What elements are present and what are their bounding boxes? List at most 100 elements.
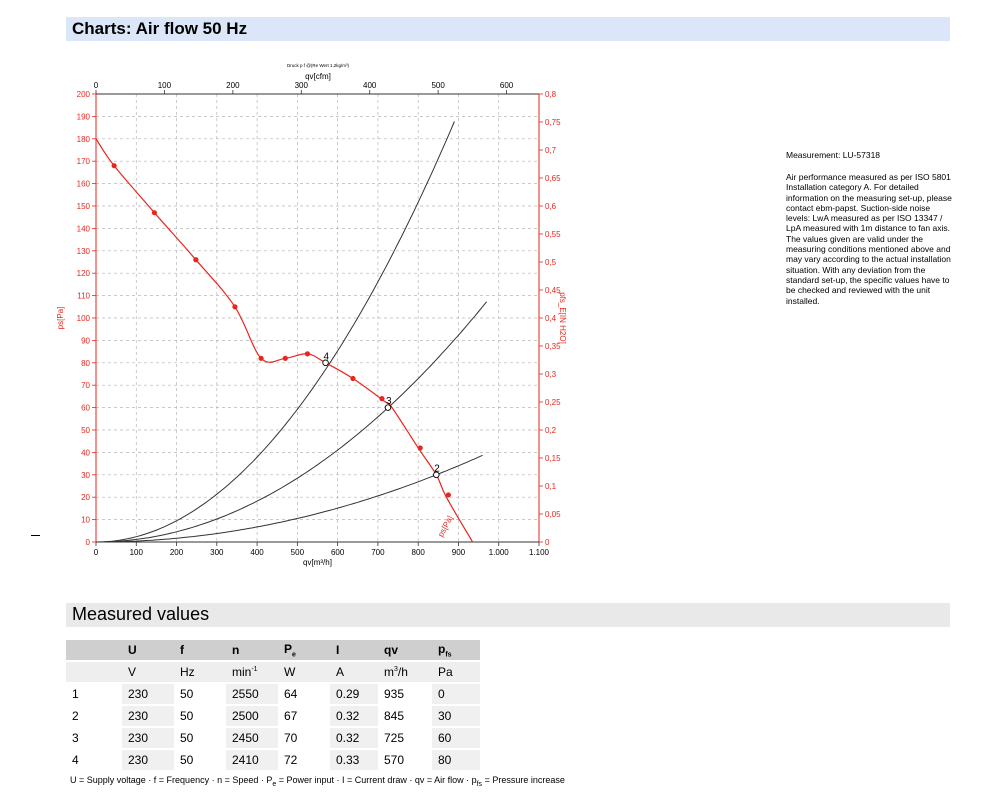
right-tick-label: 0,65 [545,174,561,183]
header-cell: qv [378,640,432,662]
top-tick-label: 0 [94,81,99,90]
right-tick-label: 0,2 [545,426,557,435]
y-tick-label: 110 [77,292,90,301]
table-cell: 30 [432,705,480,728]
right-tick-label: 0,5 [545,258,557,267]
x-tick-label: 800 [412,548,426,557]
operating-point-label: 2 [434,463,440,474]
x-tick-label: 500 [291,548,305,557]
y-axis-label: ps[Pa] [56,307,65,330]
y-tick-label: 20 [81,493,90,502]
table-unit-row: V Hz min-1 W A m3/h Pa [66,661,480,684]
chart-grid [96,94,539,542]
right-tick-label: 0,55 [545,230,561,239]
fan-curve-marker [258,355,264,361]
right-tick-label: 0,05 [545,510,561,519]
top-tick-label: 500 [431,81,445,90]
top-tick-label: 300 [295,81,309,90]
right-tick-label: 0,35 [545,342,561,351]
y-tick-label: 10 [81,516,90,525]
right-tick-label: 0,3 [545,370,557,379]
right-tick-label: 0,4 [545,314,557,323]
header-cell: f [174,640,226,662]
right-tick-label: 0,7 [545,146,557,155]
operating-point [322,359,329,367]
right-tick-label: 0,1 [545,482,557,491]
table-cell: 230 [122,749,174,772]
table-cell: 2450 [226,727,278,750]
top-tick-label: 400 [363,81,377,90]
fan-curve-marker [417,445,423,451]
unit-cell [66,661,122,684]
table-cell: 2410 [226,749,278,772]
x-tick-label: 600 [331,548,345,557]
chart-caption: Druck p f @(Re Wert 1,2kg/m³) [287,63,349,68]
margin-dash [31,535,40,536]
table-cell: 1 [66,683,122,706]
table-cell: 230 [122,705,174,728]
measurement-description: Air performance measured as per ISO 5801… [786,172,961,306]
table-cell: 70 [278,727,330,750]
table-cell: 50 [174,749,226,772]
table-cell: 0.29 [330,683,378,706]
y-tick-label: 160 [77,180,91,189]
fan-curve-marker [151,210,157,216]
right-tick-label: 0,15 [545,454,561,463]
table-cell: 230 [122,683,174,706]
table-cell: 570 [378,749,432,772]
table-cell: 64 [278,683,330,706]
y-tick-label: 130 [77,247,91,256]
header-cell [66,640,122,662]
table-cell: 230 [122,727,174,750]
right-tick-label: 0,25 [545,398,561,407]
right-tick-label: 0,8 [545,90,557,99]
table-cell: 845 [378,705,432,728]
table-row: 1 230 50 2550 64 0.29 935 0 [66,683,480,706]
unit-cell: A [330,661,378,684]
fan-curve-marker [282,355,288,361]
description-line: The values given are valid under the [786,233,924,244]
unit-cell: m3/h [378,661,432,684]
fan-curve-marker [232,304,238,310]
table-cell: 3 [66,727,122,750]
unit-cell: V [122,661,174,684]
chart-curves [95,121,487,543]
top-tick-label: 200 [226,81,240,90]
table-header-row: U f n Pe I qv pfs [66,640,480,662]
description-line: installed. [786,295,820,306]
fan-curve-marker [350,375,356,382]
measured-values-table: U f n Pe I qv pfs V Hz min-1 W A m3/h Pa… [66,640,480,772]
description-line: be checked and reviewed with the unit [786,285,931,296]
header-cell: pfs [432,640,480,662]
table-row: 3 230 50 2450 70 0.32 725 60 [66,727,480,750]
table-cell: 0 [432,683,480,706]
fan-curve-marker [193,257,199,263]
right-tick-label: 0,45 [545,286,561,295]
y-tick-label: 100 [77,314,91,323]
unit-cell: Hz [174,661,226,684]
header-cell: n [226,640,278,662]
y-tick-label: 90 [81,336,90,345]
description-line: may vary according to the actual install… [786,254,951,265]
y-tick-label: 30 [81,471,90,480]
x-tick-label: 400 [250,548,264,557]
description-line: contact ebm-papst. Suction-side noise [786,202,931,213]
x-tick-label: 200 [170,548,184,557]
measured-values-title: Measured values [72,604,210,624]
right-tick-label: 0,75 [545,118,561,127]
x-tick-label: 100 [130,548,144,557]
table-row: 2 230 50 2500 67 0.32 845 30 [66,705,480,728]
y-tick-label: 60 [81,404,90,413]
top-axis-label: qv[cfm] [305,72,331,81]
y-tick-label: 0 [86,538,91,547]
unit-cell: min-1 [226,661,278,684]
x-tick-label: 300 [210,548,224,557]
y-tick-label: 180 [77,135,91,144]
table-cell: 50 [174,727,226,750]
y-tick-label: 120 [77,269,91,278]
x-tick-label: 0 [94,548,99,557]
table-cell: 0.32 [330,705,378,728]
top-tick-label: 100 [158,81,172,90]
header-cell: U [122,640,174,662]
table-cell: 2500 [226,705,278,728]
